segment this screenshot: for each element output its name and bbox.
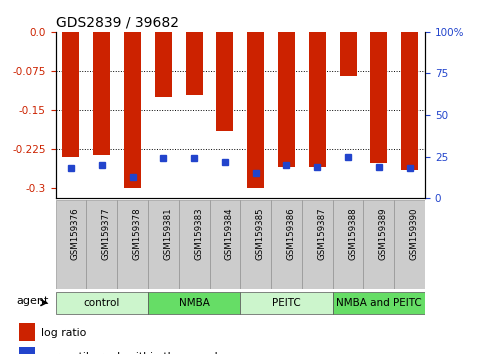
Bar — [216, 32, 233, 131]
Bar — [19, 323, 35, 341]
Bar — [302, 200, 333, 289]
Text: GSM159383: GSM159383 — [194, 207, 203, 260]
Bar — [148, 292, 241, 314]
Text: log ratio: log ratio — [41, 328, 86, 338]
Bar — [185, 32, 202, 95]
Bar — [62, 32, 79, 156]
Bar — [148, 200, 179, 289]
Bar — [179, 200, 210, 289]
Bar — [117, 200, 148, 289]
Text: GSM159390: GSM159390 — [410, 207, 419, 259]
Bar — [240, 200, 271, 289]
Text: GSM159376: GSM159376 — [71, 207, 80, 260]
Text: GSM159387: GSM159387 — [317, 207, 327, 260]
Bar — [19, 347, 35, 354]
Bar — [333, 200, 364, 289]
Bar — [93, 32, 110, 155]
Bar — [271, 200, 302, 289]
Text: GDS2839 / 39682: GDS2839 / 39682 — [56, 15, 179, 29]
Text: PEITC: PEITC — [272, 298, 301, 308]
Bar — [247, 32, 264, 188]
Text: control: control — [84, 298, 120, 308]
Bar — [278, 32, 295, 167]
Text: NMBA and PEITC: NMBA and PEITC — [336, 298, 422, 308]
Text: GSM159386: GSM159386 — [286, 207, 296, 260]
Text: percentile rank within the sample: percentile rank within the sample — [41, 352, 225, 354]
Bar — [370, 32, 387, 164]
Bar — [240, 292, 333, 314]
Bar — [333, 292, 425, 314]
Bar — [340, 32, 356, 76]
Bar — [394, 200, 425, 289]
Text: GSM159388: GSM159388 — [348, 207, 357, 260]
Text: GSM159385: GSM159385 — [256, 207, 265, 260]
Bar — [124, 32, 141, 188]
Bar — [56, 292, 148, 314]
Text: GSM159384: GSM159384 — [225, 207, 234, 260]
Bar — [56, 200, 86, 289]
Text: agent: agent — [16, 296, 49, 307]
Bar — [155, 32, 172, 97]
Bar — [210, 200, 240, 289]
Bar — [86, 200, 117, 289]
Bar — [364, 200, 394, 289]
Text: NMBA: NMBA — [179, 298, 210, 308]
Text: GSM159381: GSM159381 — [163, 207, 172, 260]
Bar — [309, 32, 326, 167]
Bar — [401, 32, 418, 170]
Text: GSM159378: GSM159378 — [132, 207, 142, 260]
Text: GSM159389: GSM159389 — [379, 207, 388, 259]
Text: GSM159377: GSM159377 — [102, 207, 111, 260]
